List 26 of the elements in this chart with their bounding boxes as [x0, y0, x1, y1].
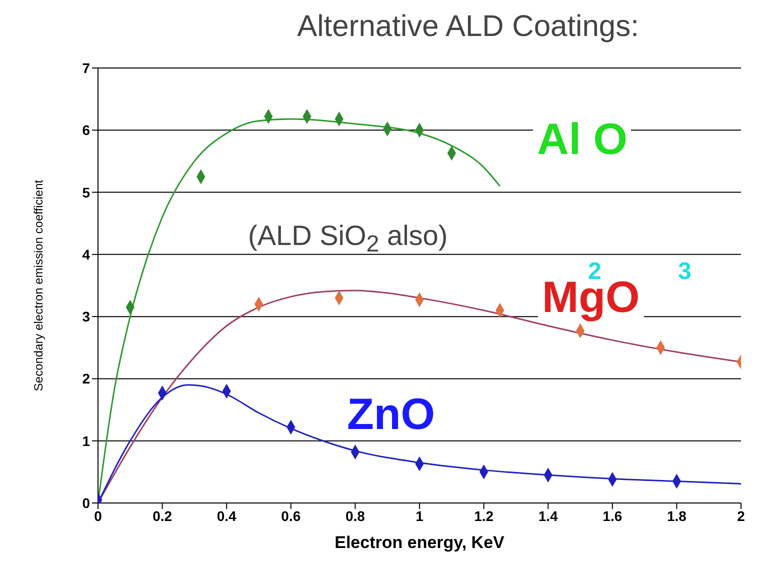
annotation: (ALD SiO$_{2}$ also)	[248, 220, 448, 258]
y-tick-label: 7	[82, 60, 90, 76]
chart-title: Alternative ALD Coatings:	[296, 10, 640, 44]
y-tick-label: 0	[82, 494, 90, 511]
x-tick-label: 0.8	[345, 508, 366, 524]
x-tick-label: 0.6	[281, 508, 301, 524]
y-axis-title: Secondary electron emission coefficient	[31, 179, 46, 392]
x-tick-label: 2	[737, 508, 746, 524]
y-tick-label: 4	[82, 246, 90, 262]
y-tick-label: 3	[82, 308, 90, 325]
x-tick-label: 1	[416, 508, 424, 524]
x-tick-label: 0.4	[216, 508, 237, 524]
series-label: ZnO	[343, 390, 439, 439]
y-tick-label: 6	[82, 122, 90, 138]
x-tick-label: 0	[94, 508, 102, 524]
y-tick-label: 2	[82, 370, 90, 387]
x-tick-label: 1.4	[538, 508, 558, 524]
y-tick-label: 1	[82, 432, 90, 449]
x-tick-label: 1.8	[666, 508, 687, 524]
series-label: Al O	[533, 115, 632, 164]
x-tick-label: 1.2	[474, 508, 494, 524]
x-axis-title: Electron energy, KeV	[334, 533, 506, 552]
y-tick-label: 5	[82, 184, 90, 200]
annotation: 3	[678, 258, 692, 286]
x-tick-label: 0.2	[152, 508, 172, 524]
x-tick-label: 1.6	[602, 508, 622, 524]
